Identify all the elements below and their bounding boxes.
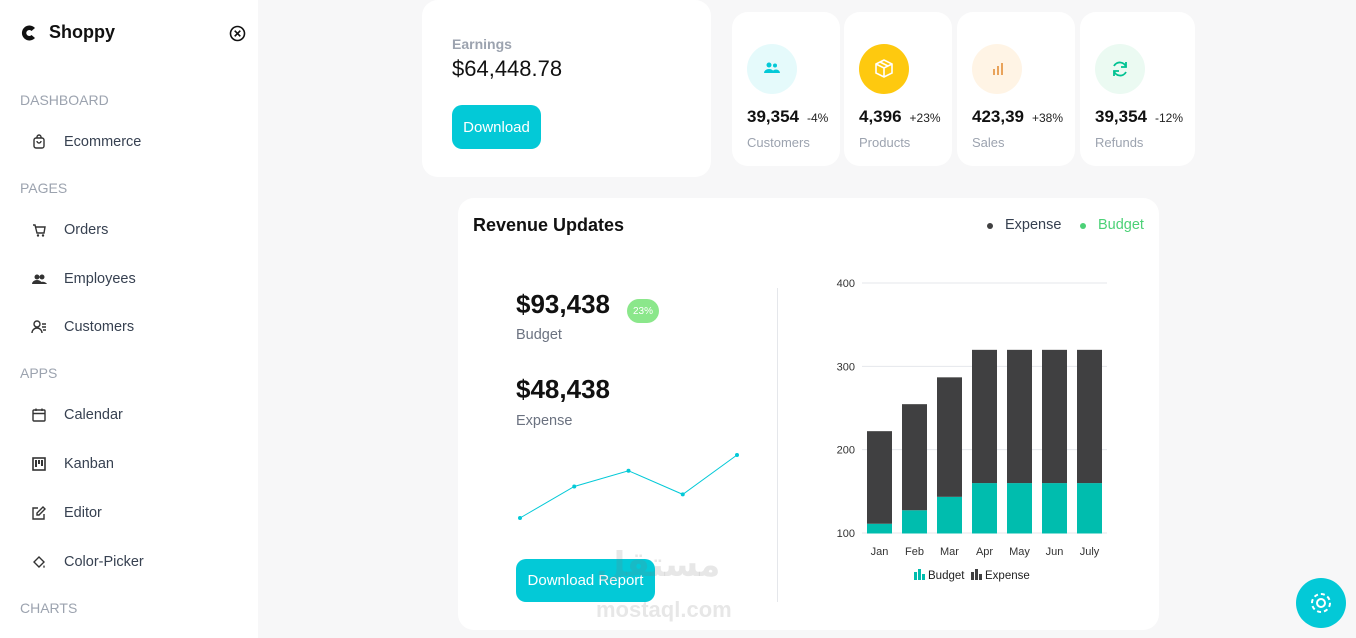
stat-title: Customers [747, 135, 810, 150]
nav-icon [31, 320, 46, 334]
section-title: DASHBOARD [20, 92, 109, 108]
nav-icon [33, 224, 46, 237]
brand-name: Shoppy [49, 22, 115, 42]
stat-icon-glyph [875, 59, 893, 78]
stat-amount: 39,354 [1095, 107, 1147, 126]
nav-icon [33, 555, 45, 568]
stat-row: 39,354 -12% [1095, 107, 1183, 127]
nav-link[interactable]: Employees [64, 270, 136, 287]
expense-label: Expense [516, 413, 573, 429]
download-button[interactable]: Download [452, 105, 541, 149]
stat-row: 423,39 +38% [972, 107, 1063, 127]
budget-badge: 23% [627, 299, 659, 323]
stat-icon[interactable] [972, 44, 1022, 94]
divider [777, 288, 778, 602]
watermark-latin: mostaql.com [596, 597, 732, 622]
stat-amount: 4,396 [859, 107, 902, 126]
stat-icon[interactable] [747, 44, 797, 94]
stat-row: 39,354 -4% [747, 107, 828, 127]
earnings-label: Earnings [452, 36, 512, 52]
earnings-amount: $64,448.78 [452, 56, 563, 81]
nav-link[interactable]: Color-Picker [64, 553, 144, 570]
nav-link[interactable]: Ecommerce [64, 134, 142, 150]
nav-link[interactable]: Editor [64, 504, 102, 521]
stat-card: 4,396 +23% Products [844, 12, 952, 166]
nav-link[interactable]: Calendar [64, 407, 123, 424]
earnings-card: Earnings $64,448.78 Download [422, 0, 711, 177]
stat-title: Products [859, 135, 911, 150]
stat-icon-glyph [764, 62, 780, 73]
stat-percentage: +23% [909, 111, 941, 125]
close-button[interactable] [229, 25, 246, 42]
nav-icon [32, 274, 47, 284]
legend-dot [987, 223, 993, 229]
stat-card: 39,354 -4% Customers [732, 12, 840, 166]
watermark-arabic: مستقل [596, 545, 721, 585]
expense-amount: $48,438 [516, 374, 610, 404]
nav-link[interactable]: Kanban [64, 456, 114, 473]
stat-icon[interactable] [1095, 44, 1145, 94]
revenue-title: Revenue Updates [473, 215, 625, 235]
settings-button[interactable] [1296, 578, 1346, 628]
stat-icon-glyph [993, 63, 1003, 75]
section-title: APPS [20, 365, 58, 382]
budget-label: Budget [516, 327, 562, 343]
budget-amount: $93,438 [516, 289, 610, 319]
stat-title: Sales [972, 135, 1005, 150]
stat-percentage: -12% [1155, 111, 1184, 125]
nav-icon [32, 457, 46, 471]
legend-expense: Expense [1005, 217, 1062, 233]
stat-amount: 39,354 [747, 107, 799, 126]
legend-budget: Budget [1098, 217, 1144, 233]
stat-icon[interactable] [859, 44, 909, 94]
brand-logo [21, 25, 35, 41]
stat-amount: 423,39 [972, 107, 1024, 126]
nav-link[interactable]: Customers [64, 319, 135, 336]
revenue-card: Revenue Updates Expense Budget $93,438 2… [458, 198, 1159, 630]
stat-percentage: -4% [807, 111, 829, 125]
nav-icon [32, 505, 46, 520]
stat-card: 423,39 +38% Sales [957, 12, 1075, 166]
nav-link[interactable]: Orders [64, 222, 109, 238]
nav-icon [32, 408, 46, 423]
sidebar: Shoppy DASHBOARD Ecommerce PAGES Orders Empl… [0, 0, 258, 638]
nav-icon [33, 134, 45, 149]
stat-percentage: +38% [1032, 111, 1064, 125]
legend-dot [1080, 223, 1086, 229]
settings-icon [1311, 593, 1331, 613]
stat-icon-glyph [1113, 61, 1127, 77]
stat-card: 39,354 -12% Refunds [1080, 12, 1195, 166]
stat-title: Refunds [1095, 135, 1144, 150]
download-report-button[interactable]: Download Report [516, 559, 655, 602]
stat-row: 4,396 +23% [859, 107, 941, 127]
section-title: PAGES [20, 180, 68, 196]
section-title: CHARTS [20, 599, 78, 616]
